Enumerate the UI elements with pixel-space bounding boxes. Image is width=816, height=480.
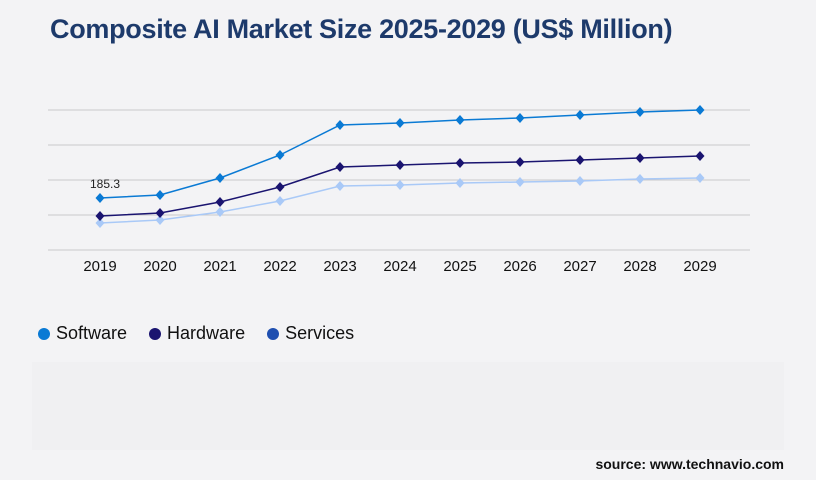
legend-marker-icon xyxy=(38,327,50,340)
legend-item-services: Services xyxy=(267,323,354,344)
source-text: source: www.technavio.com xyxy=(595,456,784,472)
data-point xyxy=(155,189,165,200)
data-point xyxy=(455,157,465,168)
data-point xyxy=(575,176,585,187)
data-point xyxy=(695,173,705,184)
data-point xyxy=(155,208,165,219)
x-tick-label: 2022 xyxy=(263,258,296,275)
data-point xyxy=(335,119,345,130)
data-point xyxy=(635,152,645,163)
data-point xyxy=(215,173,225,184)
data-point xyxy=(155,214,165,225)
data-point xyxy=(695,151,705,162)
data-point xyxy=(95,217,105,228)
x-tick-label: 2019 xyxy=(83,258,116,275)
data-point xyxy=(575,109,585,120)
legend-marker-icon xyxy=(149,327,162,340)
background-panel xyxy=(32,362,784,450)
legend-marker-icon xyxy=(267,327,280,340)
data-point xyxy=(215,206,225,217)
legend: Software Hardware Services xyxy=(38,323,354,344)
data-point xyxy=(395,159,405,170)
data-point xyxy=(455,178,465,189)
series-hardware xyxy=(95,151,705,222)
data-point xyxy=(335,181,345,192)
data-point xyxy=(455,114,465,125)
legend-item-hardware: Hardware xyxy=(149,323,245,344)
x-tick-label: 2024 xyxy=(383,258,416,275)
data-point xyxy=(635,106,645,117)
x-tick-label: 2029 xyxy=(683,258,716,275)
data-point xyxy=(515,176,525,187)
data-point xyxy=(635,173,645,184)
data-point xyxy=(395,179,405,190)
x-tick-label: 2027 xyxy=(563,258,596,275)
chart-title: Composite AI Market Size 2025-2029 (US$ … xyxy=(50,14,673,44)
x-tick-label: 2021 xyxy=(203,258,236,275)
data-point xyxy=(215,197,225,208)
data-point xyxy=(695,105,705,115)
data-point xyxy=(95,192,105,203)
data-point xyxy=(275,149,285,160)
x-tick-label: 2025 xyxy=(443,258,476,275)
data-point xyxy=(575,154,585,165)
series-services xyxy=(95,173,705,228)
data-label: 185.3 xyxy=(90,177,120,191)
legend-item-software: Software xyxy=(38,323,127,344)
legend-label: Services xyxy=(285,323,355,343)
series-software xyxy=(95,105,705,203)
x-tick-label: 2020 xyxy=(143,258,176,275)
data-point xyxy=(275,181,285,192)
legend-label: Software xyxy=(56,323,128,343)
data-point xyxy=(275,195,285,206)
x-tick-label: 2023 xyxy=(323,258,356,275)
data-point xyxy=(515,157,525,168)
data-point xyxy=(95,211,105,222)
line-chart: 2019 2020 2021 2022 2023 2024 2025 2026 2027 2028… xyxy=(48,105,750,275)
data-point xyxy=(515,112,525,123)
data-point xyxy=(395,117,405,128)
data-point xyxy=(335,162,345,173)
legend-label: Hardware xyxy=(167,323,246,343)
x-tick-label: 2028 xyxy=(623,258,656,275)
x-tick-label: 2026 xyxy=(503,258,536,275)
